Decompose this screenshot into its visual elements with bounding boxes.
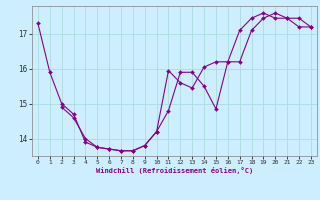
X-axis label: Windchill (Refroidissement éolien,°C): Windchill (Refroidissement éolien,°C)	[96, 167, 253, 174]
